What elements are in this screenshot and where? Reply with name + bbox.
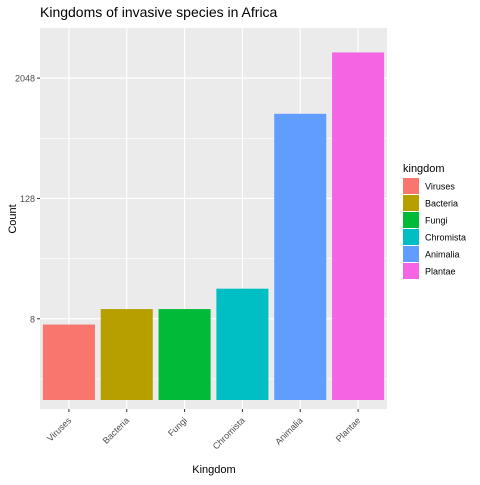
- legend-key-animalia: [403, 246, 419, 262]
- legend-title: kingdom: [403, 163, 445, 175]
- bar-plantae: [332, 52, 385, 401]
- y-axis: 8 128 2048: [15, 74, 40, 324]
- x-axis-label: Kingdom: [192, 464, 235, 476]
- legend-label: Chromista: [425, 233, 466, 243]
- bar-bacteria: [100, 309, 153, 400]
- bars: [42, 52, 385, 401]
- y-tick-label: 128: [20, 194, 35, 204]
- legend-label: Plantae: [425, 267, 456, 277]
- bar-fungi: [158, 309, 211, 400]
- y-tick-label: 8: [30, 314, 35, 324]
- legend-label: Bacteria: [425, 199, 458, 209]
- bar-chromista: [216, 288, 269, 400]
- plot-panel: [40, 28, 387, 409]
- bar-viruses: [42, 324, 95, 400]
- legend-items: Viruses Bacteria Fungi Chromista Animalia Pla…: [403, 178, 466, 279]
- legend-key-fungi: [403, 212, 419, 228]
- bar-animalia: [274, 113, 327, 400]
- legend-key-chromista: [403, 229, 419, 245]
- legend-key-viruses: [403, 178, 419, 194]
- legend-label: Fungi: [425, 216, 448, 226]
- y-tick-label: 2048: [15, 74, 35, 84]
- legend: kingdom Viruses Bacteria Fungi Chromista Ani…: [403, 163, 466, 279]
- chart-title: Kingdoms of invasive species in Africa: [40, 4, 278, 20]
- grid-minor: [40, 137, 387, 380]
- legend-key-plantae: [403, 263, 419, 279]
- legend-label: Animalia: [425, 250, 460, 260]
- y-axis-label: Count: [7, 204, 19, 233]
- legend-key-bacteria: [403, 195, 419, 211]
- legend-label: Viruses: [425, 182, 455, 192]
